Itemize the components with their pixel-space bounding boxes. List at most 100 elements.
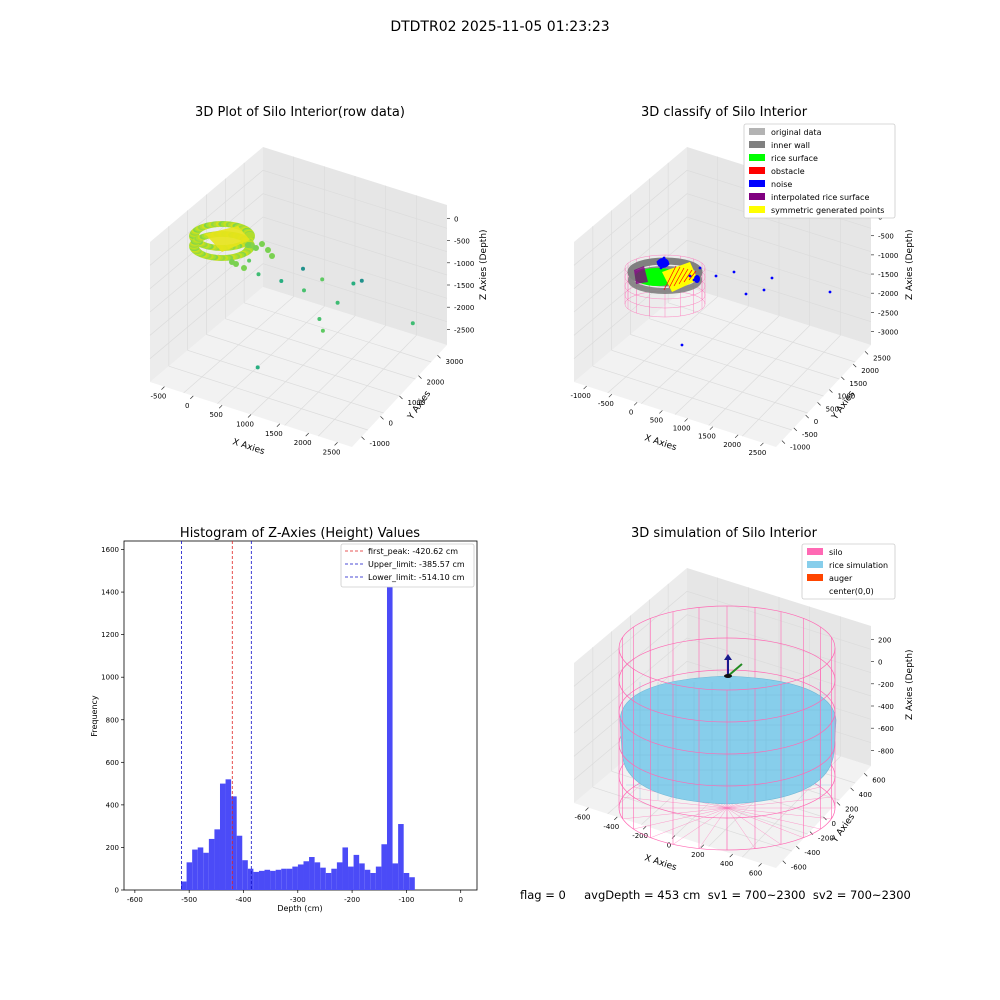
classify-plot-title: 3D classify of Silo Interior xyxy=(641,105,808,120)
floor-grid-line xyxy=(244,302,432,363)
x-tick-mark xyxy=(218,404,223,409)
center-marker xyxy=(724,674,732,678)
z-tick-label: 0 xyxy=(878,659,882,667)
y-tick-mark xyxy=(829,389,833,393)
y-tick-label: 3000 xyxy=(446,358,464,366)
histogram-x-label: Depth (cm) xyxy=(277,904,322,913)
y-tick-mark xyxy=(781,440,786,444)
raw-plot-y-ticks: -1000 0 1000 2000 3000 xyxy=(361,354,464,448)
y-tick-label: 500 xyxy=(826,405,839,413)
y-tick-label: -1000 xyxy=(790,444,810,452)
y-tick-label: 0 xyxy=(832,820,836,828)
legend-label: Upper_limit: -385.57 cm xyxy=(368,560,465,569)
rice-simulation-surface xyxy=(619,675,837,805)
histogram-bar xyxy=(253,871,259,890)
legend-swatch xyxy=(749,141,765,148)
z-tick-label: -200 xyxy=(878,681,894,689)
silo-floor-spoke xyxy=(726,807,832,820)
legend-label: symmetric generated points xyxy=(771,206,884,215)
x-tick-mark xyxy=(729,853,733,858)
histogram-y-ticks: 0 200 400 600 800 1000 1200 1400 1600 xyxy=(101,546,124,895)
histogram-threshold-lines xyxy=(181,541,252,890)
x-tick-label: -600 xyxy=(127,896,143,904)
histogram-bar xyxy=(242,860,248,890)
interpolated-surface-patch xyxy=(634,266,648,284)
legend-swatch xyxy=(749,193,765,200)
x-tick-label: -400 xyxy=(603,823,619,831)
noise-point xyxy=(714,274,718,278)
histogram-y-label: Frequency xyxy=(90,695,99,737)
x-tick-mark xyxy=(583,385,587,390)
auger-arm xyxy=(727,663,743,677)
z-tick-label: -1000 xyxy=(454,260,474,268)
histogram-title: Histogram of Z-Axies (Height) Values xyxy=(180,526,420,541)
legend-swatch xyxy=(749,167,765,174)
z-tick-label: -500 xyxy=(454,238,470,246)
x-tick-mark xyxy=(734,434,739,439)
raw-plot-z-label: Z Axies (Depth) xyxy=(479,229,489,300)
histogram-bar xyxy=(236,835,243,890)
silo-floor-spoke xyxy=(726,807,782,845)
histogram-bar xyxy=(192,849,198,890)
x-tick-mark xyxy=(334,442,338,446)
auger-and-center-marker xyxy=(724,654,743,678)
floor-grid-line xyxy=(668,302,856,363)
y-tick-mark xyxy=(437,354,441,359)
obstacle-hatch xyxy=(683,269,693,283)
histogram-bar xyxy=(325,872,332,890)
y-tick-label: 1000 xyxy=(101,674,119,682)
legend-label: rice surface xyxy=(771,154,818,163)
y-tick-label: 1400 xyxy=(101,589,119,597)
x-tick-label: -300 xyxy=(290,896,306,904)
histogram-bar xyxy=(359,863,365,890)
y-tick-label: 400 xyxy=(859,791,872,799)
histogram-bar xyxy=(292,866,298,890)
y-tick-label: 1600 xyxy=(101,546,119,554)
y-tick-label: -400 xyxy=(804,849,820,857)
noise-point xyxy=(762,288,766,292)
x-tick-label: -500 xyxy=(598,400,614,408)
simulation-plot-x-ticks: -600 -400 -200 0 200 400 600 xyxy=(574,807,762,877)
y-tick-label: 2500 xyxy=(873,354,891,362)
classify-plot-legend: original data inner wall rice surface obsta… xyxy=(743,123,896,219)
simulation-plot-title: 3D simulation of Silo Interior xyxy=(631,526,818,541)
x-tick-label: -1000 xyxy=(570,392,590,400)
histogram-bar xyxy=(320,867,326,890)
histogram-bar xyxy=(186,862,193,890)
raw-data-point xyxy=(359,278,364,283)
y-tick-mark xyxy=(850,787,854,792)
x-tick-mark xyxy=(642,825,647,830)
figure-suptitle: DTDTR02 2025-11-05 01:23:23 xyxy=(390,19,609,35)
raw-data-point xyxy=(301,266,305,271)
y-tick-mark xyxy=(805,414,809,419)
raw-data-point xyxy=(317,317,322,321)
x-tick-mark xyxy=(276,423,281,428)
silo-floor-spoke xyxy=(698,807,728,849)
histogram-bar xyxy=(208,838,215,890)
y-tick-label: 0 xyxy=(814,418,818,426)
raw-plot-title: 3D Plot of Silo Interior(row data) xyxy=(195,105,405,120)
ring-fragment-point xyxy=(269,253,275,259)
legend-label: auger xyxy=(829,574,853,583)
raw-data-point xyxy=(255,365,260,370)
raw-data-point xyxy=(320,328,325,333)
histogram-bar xyxy=(181,881,187,890)
histogram-bar xyxy=(214,829,220,890)
histogram-bar xyxy=(336,862,343,890)
histogram-bar xyxy=(286,868,293,890)
y-tick-label: 1000 xyxy=(408,399,426,407)
legend-swatch xyxy=(749,180,765,187)
silo-floor-spoke xyxy=(622,807,728,820)
legend-swatch xyxy=(807,574,823,581)
y-tick-mark xyxy=(864,351,869,355)
x-tick-label: 1500 xyxy=(265,430,283,438)
y-tick-label: -1000 xyxy=(370,440,390,448)
silo-floor-spoke xyxy=(726,807,756,849)
z-tick-label: -3000 xyxy=(878,329,898,337)
legend-label: center(0,0) xyxy=(829,587,874,596)
histogram-bar xyxy=(398,824,404,890)
auger-arrowhead xyxy=(724,654,732,660)
ring-fragment-point xyxy=(259,241,265,247)
histogram-bar xyxy=(203,852,209,890)
